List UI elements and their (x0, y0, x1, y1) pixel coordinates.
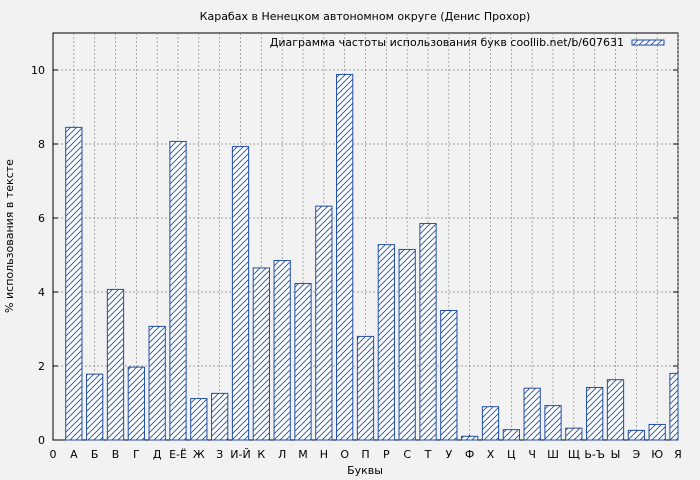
y-tick-labels: 0 2 4 6 8 10 (31, 64, 45, 447)
x-tick-label: Р (383, 448, 390, 461)
bar-27 (606, 379, 625, 441)
bar-5 (148, 325, 166, 441)
bar-28 (627, 429, 645, 441)
y-tick-label: 8 (38, 138, 45, 151)
y-tick-label: 2 (38, 360, 45, 373)
x-tick-labels: 0 А Б В Г Д Е-Ё Ж З И-Й К Л М Н О П Р С Т У Ф Х Ц Ч Ш Щ Ь-Ъ Ы Э Ю Я (50, 448, 682, 461)
bar-18 (419, 223, 437, 441)
bar-10 (252, 267, 270, 441)
bar-29 (648, 423, 666, 441)
x-tick-label: Н (320, 448, 328, 461)
bar-11 (273, 260, 291, 441)
bar-26 (586, 386, 604, 441)
bar-21 (481, 406, 500, 441)
x-tick-label: А (70, 448, 78, 461)
bar-8 (211, 392, 229, 441)
x-tick-label: О (340, 448, 349, 461)
bar-2 (86, 373, 104, 441)
x-tick-label: Т (424, 448, 432, 461)
x-tick-label: Б (91, 448, 99, 461)
y-tick-label: 0 (38, 434, 45, 447)
bar-7 (190, 398, 208, 441)
x-tick-label: Ы (611, 448, 621, 461)
bar-14 (336, 73, 354, 441)
bar-17 (398, 248, 416, 441)
legend: Диаграмма частоты использования букв coo… (270, 36, 665, 49)
y-tick-label: 10 (31, 64, 45, 77)
x-axis-label: Буквы (347, 464, 383, 477)
x-tick-label: К (257, 448, 265, 461)
y-tick-label: 6 (38, 212, 45, 225)
bar-23 (523, 387, 541, 441)
bar-12 (294, 282, 312, 441)
legend-swatch (631, 39, 665, 46)
bar-13 (315, 205, 333, 441)
x-tick-label: Х (487, 448, 495, 461)
x-tick-label: Д (153, 448, 162, 461)
x-tick-label: М (298, 448, 308, 461)
x-tick-label: Г (133, 448, 140, 461)
bar-4 (127, 366, 145, 441)
x-tick-label: В (112, 448, 120, 461)
x-tick-label: У (445, 448, 452, 461)
bar-22 (502, 429, 520, 441)
x-tick-label: З (216, 448, 223, 461)
y-tick-label: 4 (38, 286, 45, 299)
bar-6 (169, 140, 187, 441)
x-tick-label: Ж (193, 448, 205, 461)
bar-24 (544, 405, 562, 441)
bar-16 (377, 244, 395, 441)
x-tick-label: Ф (465, 448, 474, 461)
x-tick-label: Ш (547, 448, 559, 461)
bar-1 (65, 126, 83, 441)
chart-title: Карабах в Ненецком автономном округе (Де… (200, 10, 531, 23)
x-tick-label: П (361, 448, 369, 461)
x-tick-label: 0 (50, 448, 57, 461)
x-tick-label: Ц (507, 448, 516, 461)
x-tick-label: Ю (651, 448, 663, 461)
x-tick-label: С (403, 448, 411, 461)
x-tick-label: Л (278, 448, 286, 461)
bar-15 (356, 335, 375, 441)
bar-25 (565, 427, 583, 441)
bars (65, 73, 679, 441)
x-tick-label: И-Й (230, 448, 250, 461)
bar-19 (440, 310, 458, 441)
bar-20 (461, 435, 479, 441)
x-tick-label: Е-Ё (169, 448, 187, 461)
bar-9 (231, 146, 250, 441)
x-tick-label: Э (632, 448, 640, 461)
y-axis-label: % использования в тексте (3, 159, 16, 313)
legend-label: Диаграмма частоты использования букв coo… (270, 36, 624, 49)
x-tick-label: Ч (528, 448, 536, 461)
bar-3 (106, 288, 125, 441)
x-tick-label: Ь-Ъ (584, 448, 605, 461)
x-tick-label: Щ (568, 448, 580, 461)
bar-30 (669, 372, 679, 441)
x-tick-label: Я (674, 448, 682, 461)
